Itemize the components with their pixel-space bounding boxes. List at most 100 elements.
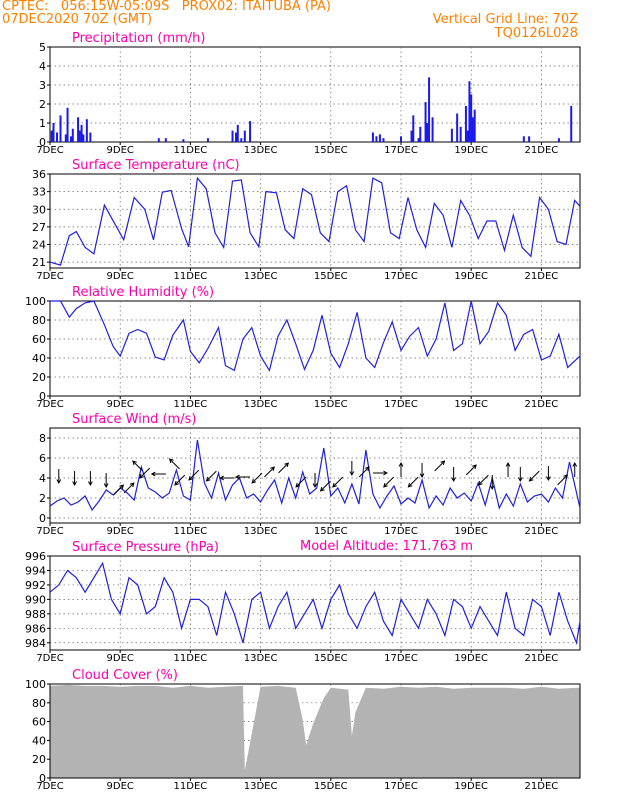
- cloud-ytick-label: 0: [39, 772, 46, 785]
- wind-wind-arrow: [132, 460, 144, 472]
- precip-ytick-label: 4: [39, 60, 46, 73]
- wind-ytick-label: 2: [39, 492, 46, 505]
- wind-wind-arrowhead: [383, 470, 388, 476]
- wind-xtick-label: 19DEC: [454, 526, 488, 537]
- precip-bar: [522, 136, 525, 142]
- precip-xtick-label: 9DEC: [107, 145, 134, 156]
- precip-bar: [182, 139, 185, 142]
- wind-wind-arrow: [206, 470, 217, 482]
- temp-xtick-label: 17DEC: [384, 271, 418, 282]
- wind-wind-arrowhead: [284, 462, 290, 468]
- precip-title: Precipitation (mm/h): [72, 31, 205, 46]
- pres-ytick-label: 996: [25, 550, 46, 563]
- cloud-frame-top: [49, 683, 581, 779]
- wind-wind-arrowhead: [295, 482, 301, 488]
- wind-wind-arrowhead: [88, 481, 93, 487]
- precip-bar: [50, 130, 53, 142]
- temp-xtick-label: 19DEC: [454, 271, 488, 282]
- wind-wind-arrowhead: [407, 482, 413, 488]
- pres-xtick-label: 11DEC: [174, 653, 208, 664]
- precip-xtick-label: 21DEC: [525, 145, 559, 156]
- temp-ytick-label: 33: [32, 186, 46, 199]
- wind-wind-arrow: [169, 458, 180, 470]
- rh-xtick-label: 19DEC: [454, 399, 488, 410]
- precip-ytick-label: 1: [39, 117, 46, 130]
- pres-ytick-label: 988: [25, 608, 46, 621]
- precip-bar: [85, 119, 88, 142]
- wind-wind-arrow: [383, 476, 394, 488]
- precip-bar: [164, 138, 167, 142]
- wind-wind-arrow: [251, 472, 263, 484]
- wind-wind-arrow: [332, 476, 344, 488]
- wind-wind-arrow: [113, 484, 124, 496]
- wind-wind-arrowhead: [349, 471, 355, 477]
- wind-wind-arrowhead: [119, 484, 125, 490]
- precip-ytick-label: 5: [39, 41, 46, 54]
- precip-bar: [371, 132, 374, 142]
- precip-xtick-label: 19DEC: [454, 145, 488, 156]
- cloud-xtick-label: 19DEC: [454, 781, 488, 792]
- temp-xtick-label: 13DEC: [244, 271, 278, 282]
- rh-ytick-label: 100: [25, 295, 46, 308]
- wind-wind-arrow: [529, 470, 540, 482]
- precip-bar: [528, 136, 531, 142]
- cloud-ytick-label: 20: [32, 753, 46, 766]
- rh-xtick-label: 7DEC: [36, 399, 63, 410]
- precip-bar: [66, 107, 69, 142]
- precip-bar: [206, 138, 209, 142]
- cloud-xtick-label: 7DEC: [36, 781, 63, 792]
- wind-wind-arrow: [264, 466, 275, 478]
- wind-wind-arrow: [139, 467, 151, 479]
- precip-xtick-label: 7DEC: [36, 145, 63, 156]
- wind-wind-arrowhead: [563, 474, 569, 480]
- temp-xtick-label: 11DEC: [174, 271, 208, 282]
- temp-ytick-label: 27: [32, 221, 46, 234]
- wind-wind-arrowhead: [129, 482, 135, 488]
- precip-xtick-label: 13DEC: [244, 145, 278, 156]
- precip-ytick-label: 3: [39, 79, 46, 92]
- wind-wind-arrowhead: [528, 476, 534, 482]
- rh-frame: [49, 300, 581, 397]
- pres-xtick-label: 13DEC: [244, 653, 278, 664]
- precip-bar: [426, 123, 429, 142]
- precip-bar: [468, 81, 471, 142]
- wind-title: Surface Wind (m/s): [72, 412, 196, 427]
- precip-frame: [49, 46, 581, 143]
- precip-bar: [459, 126, 462, 142]
- wind-wind-arrow: [358, 466, 370, 478]
- cloud-xtick-label: 9DEC: [107, 781, 134, 792]
- wind-wind-arrowhead: [572, 461, 578, 467]
- precip-bar: [249, 121, 252, 142]
- precip-bar: [243, 130, 246, 142]
- wind-wind-arrow: [434, 460, 445, 472]
- wind-wind-arrowhead: [174, 480, 179, 486]
- wind-wind-arrowhead: [546, 476, 551, 482]
- precip-bar: [456, 113, 459, 142]
- precip-bar: [410, 130, 413, 142]
- wind-xtick-label: 7DEC: [36, 526, 63, 537]
- precip-bar: [71, 128, 74, 142]
- wind-ytick-label: 8: [39, 432, 46, 445]
- cloud-ytick-label: 100: [25, 678, 46, 691]
- wind-wind-arrowhead: [205, 476, 211, 482]
- wind-wind-arrowhead: [472, 464, 477, 470]
- temp-title: Surface Temperature (nC): [72, 158, 240, 173]
- precip-bar: [240, 138, 243, 142]
- pres-ytick-label: 990: [25, 593, 46, 606]
- precip-bar: [236, 124, 239, 142]
- precip-bar: [231, 130, 234, 142]
- precip-bar: [375, 136, 378, 142]
- wind-wind-arrowhead: [219, 475, 225, 481]
- temp-xtick-label: 15DEC: [314, 271, 348, 282]
- rh-xtick-label: 13DEC: [244, 399, 278, 410]
- wind-xtick-label: 21DEC: [525, 526, 559, 537]
- precip-bar: [59, 115, 62, 142]
- precip-bar: [52, 123, 55, 142]
- wind-wind-arrowhead: [332, 482, 337, 488]
- precip-bar: [70, 136, 73, 142]
- wind-wind-arrowhead: [419, 473, 425, 479]
- pres-series-line: [49, 561, 581, 646]
- precip-bar: [412, 115, 415, 142]
- precip-bar: [77, 117, 80, 142]
- wind-ytick-label: 4: [39, 472, 46, 485]
